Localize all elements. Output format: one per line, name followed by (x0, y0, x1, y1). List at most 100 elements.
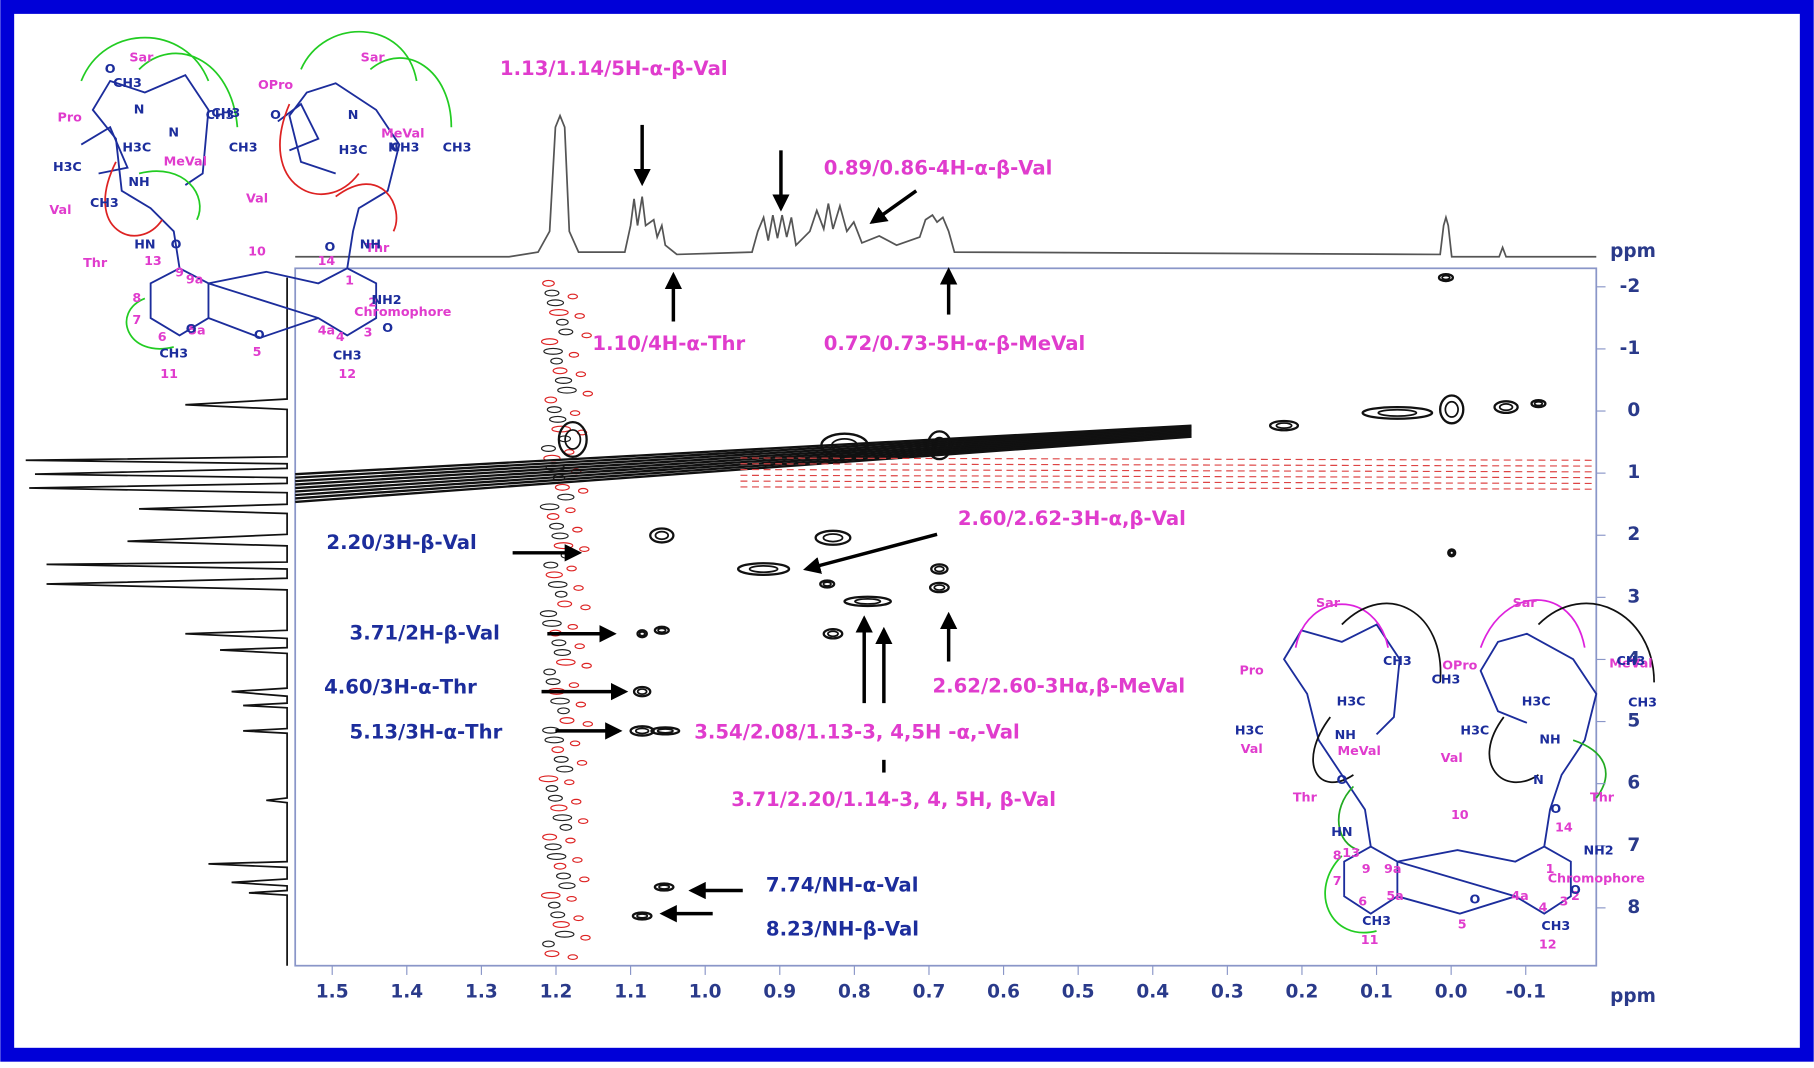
structure-left-label: 6 (158, 329, 167, 344)
structure-left-atom: N (168, 125, 179, 140)
structure-right-arcs (1294, 599, 1655, 934)
contour (636, 629, 648, 639)
contour (540, 891, 561, 899)
contour (654, 530, 670, 541)
contour (554, 930, 575, 938)
structure-right-label: Sar (1513, 595, 1538, 610)
contour (565, 837, 576, 844)
structure-left-label: 2 (368, 295, 377, 310)
structure-right-label: Val (1441, 750, 1463, 765)
contour (545, 571, 563, 579)
structure-right-label: 14 (1555, 820, 1573, 835)
contour (748, 564, 779, 574)
x-tick-label: 0.6 (987, 981, 1020, 1002)
contour (1275, 422, 1293, 430)
structure-left-arcs (80, 30, 453, 350)
annotation: 1.10/4H-α-Thr (592, 332, 745, 355)
structure-left-atom: H3C (339, 142, 368, 157)
contour (569, 410, 581, 417)
diagonal (295, 431, 1192, 493)
contour (653, 882, 675, 892)
structure-right-atom: CH3 (1541, 918, 1570, 933)
contour (553, 649, 572, 656)
contour (577, 818, 589, 825)
annotation: 3.71/2H-β-Val (350, 621, 500, 644)
contour (557, 707, 570, 715)
axis-unit: ppm (1610, 986, 1656, 1007)
contour (547, 901, 561, 909)
x-tick-label: 0.9 (763, 981, 796, 1002)
structure-left-atom: N (348, 107, 359, 122)
contour (555, 658, 576, 666)
contour (854, 597, 882, 605)
contour (552, 814, 573, 822)
structure-right-label: Thr (1293, 790, 1318, 805)
annotation: 3.71/2.20/1.14-3, 4, 5H, β-Val (731, 788, 1056, 811)
contour (542, 619, 562, 627)
structure-left-label: Sar (129, 49, 154, 64)
structure-left-label: 9a (186, 271, 203, 286)
contour (568, 682, 580, 689)
contour (1439, 394, 1465, 425)
x-tick-label: 0.1 (1360, 981, 1393, 1002)
structure-right-atom: CH3 (1628, 695, 1657, 710)
contour (932, 436, 947, 454)
contour (558, 328, 574, 336)
x-tick-label: 0.8 (838, 981, 871, 1002)
structure-left-atom: O (382, 320, 393, 335)
structure-left-atom: CH3 (159, 345, 188, 360)
contour (565, 507, 576, 514)
contour (653, 625, 670, 635)
arrow (803, 532, 938, 574)
contour (543, 561, 559, 569)
structure-left-label: 9 (175, 264, 184, 279)
diagonal (295, 424, 1192, 476)
structure-right-label: 9a (1384, 861, 1401, 876)
contour (558, 882, 576, 890)
contour (574, 313, 585, 319)
contour (830, 438, 859, 453)
structure-right-label: Pro (1239, 662, 1264, 677)
structure-left-label: 3 (364, 325, 373, 340)
contour (636, 913, 649, 919)
y-tick-label: 7 (1627, 835, 1640, 856)
contour (539, 503, 560, 511)
contour (926, 430, 953, 461)
contour (552, 367, 568, 375)
contour (649, 527, 675, 544)
structure-right-label: MeVal (1609, 655, 1652, 670)
contour (822, 533, 844, 543)
contour (576, 759, 588, 766)
structure-left-label: 4a (318, 322, 335, 337)
contour (559, 717, 575, 724)
structure-left-label: Thr (365, 240, 390, 255)
contour (1493, 400, 1519, 415)
contour (638, 630, 646, 637)
structure-left-label: Val (246, 190, 268, 205)
structure-left-atom: CH3 (333, 348, 362, 363)
contour (930, 563, 949, 575)
contour (549, 309, 569, 316)
annotation: 3.54/2.08/1.13-3, 4,5H -α,-Val (694, 721, 1020, 744)
annotation: 2.20/3H-β-Val (326, 531, 476, 554)
structure-left-label: 13 (144, 253, 162, 268)
diagonal (295, 429, 1192, 490)
structure-left-label: 10 (248, 244, 266, 259)
contour (546, 299, 565, 307)
y-tick-label: 6 (1627, 773, 1640, 794)
contour (629, 725, 655, 737)
contour (549, 522, 565, 530)
contour (545, 785, 559, 792)
structure-right-atom: O (1336, 772, 1347, 787)
contour (636, 688, 648, 696)
structure-right-label: OPro (1442, 658, 1477, 673)
structure-right-label: 9 (1362, 861, 1371, 876)
structure-right-label: 10 (1451, 807, 1469, 822)
structure-left-atom: NH (128, 174, 149, 189)
noise (740, 486, 1597, 490)
contour (1448, 550, 1455, 556)
structure-left-atom: CH3 (229, 140, 258, 155)
structure-right-label: 5 (1458, 917, 1467, 932)
structure-left-atom: H3C (53, 159, 82, 174)
